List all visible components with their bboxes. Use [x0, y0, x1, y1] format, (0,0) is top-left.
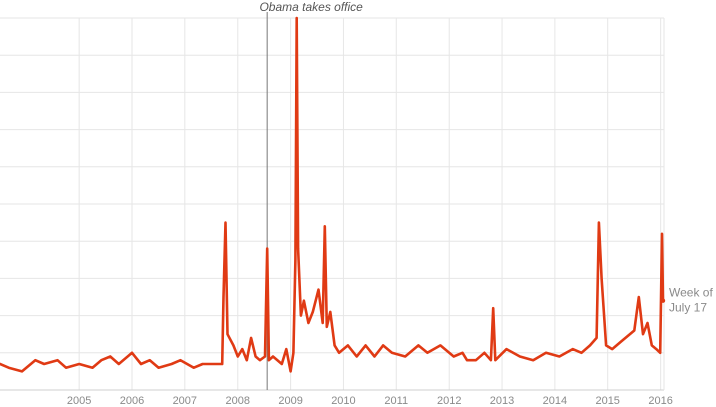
x-tick-label: 2008 [226, 395, 250, 407]
annotation-label: Obama takes office [259, 0, 363, 14]
x-tick-label: 2013 [490, 395, 514, 407]
x-tick-label: 2015 [595, 395, 619, 407]
x-tick-label: 2014 [543, 395, 567, 407]
annotation-group: Obama takes office [259, 0, 363, 390]
x-tick-label: 2007 [173, 395, 197, 407]
x-tick-label: 2009 [278, 395, 302, 407]
end-label-line1: Week of [669, 286, 713, 300]
x-axis-ticks: 2005 2006 2007 2008 2009 2010 2011 2012 2013 2014… [67, 395, 673, 407]
x-tick-label: 2006 [120, 395, 144, 407]
x-tick-label: 2005 [67, 395, 91, 407]
series-end-point [660, 298, 666, 303]
end-label-line2: July 17 [669, 301, 707, 315]
x-tick-label: 2012 [437, 395, 461, 407]
x-tick-label: 2010 [331, 395, 355, 407]
x-tick-label: 2011 [384, 395, 408, 407]
series-line [0, 16, 665, 373]
x-tick-label: 2016 [648, 395, 672, 407]
